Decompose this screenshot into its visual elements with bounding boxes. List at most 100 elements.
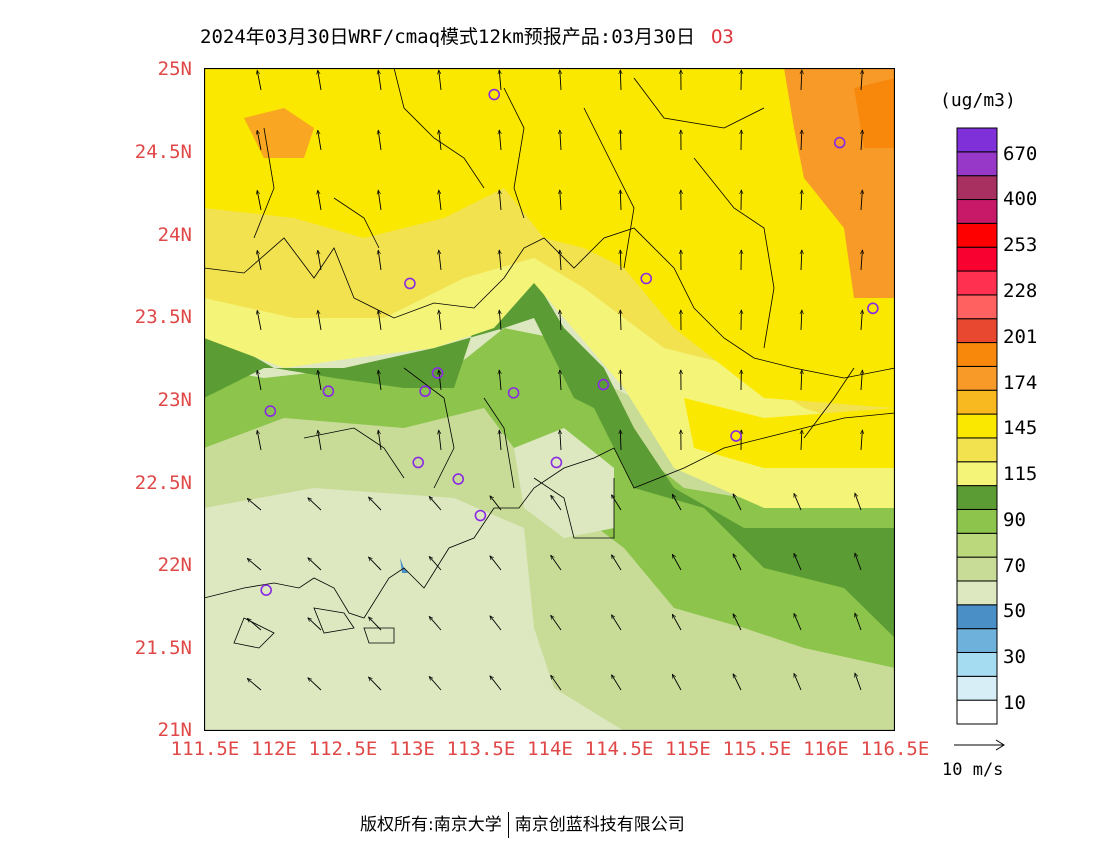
colorbar-label: 400 [1003,188,1038,210]
wind-arrow [247,558,262,571]
band-145-174 [204,68,895,408]
colorbar-swatch [956,342,998,367]
colorbar-label: 10 [1003,692,1026,714]
wind-arrow [378,130,382,151]
wind-arrow [801,370,802,391]
lon-label: 114E [527,738,573,760]
wind-arrow [257,70,262,91]
colorbar-label: 174 [1003,372,1038,394]
lat-label: 23.5N [134,306,192,328]
wind-arrow [611,675,622,691]
wind-arrow [247,678,262,691]
wind-arrow [490,616,502,631]
wind-arrow [308,558,322,571]
lon-label: 113.5E [446,738,516,760]
colorbar-swatch [956,246,998,272]
station-marker [550,456,563,469]
lon-label: 115E [665,738,711,760]
lon-label: 116.5E [860,738,930,760]
station-marker [507,387,520,399]
wind-arrow [801,430,802,451]
colorbar-swatch [956,461,998,487]
lat-label: 21N [157,719,192,741]
wind-arrow [490,556,502,571]
wind-arrow [439,250,442,271]
title-text: 2024年03月30日WRF/cmaq模式12km预报产品:03月30日 [200,26,695,48]
wind-arrow [318,310,322,331]
wind-arrow [439,370,442,391]
station-marker [867,302,879,315]
colorbar-swatch [956,365,998,391]
colorbar-label: 50 [1003,600,1026,622]
lon-label: 111.5E [170,738,240,760]
wind-arrow [318,370,322,391]
wind-arrow [257,310,262,331]
station-marker [488,88,501,101]
station-marker [474,509,487,522]
wind-arrow [560,310,561,331]
colorbar-swatch [956,127,998,153]
wind-arrow [861,430,862,451]
wind-arrow [499,130,501,151]
reference-wind-arrow-icon [954,739,1005,751]
wind-arrow [318,190,322,211]
wind-arrow [490,676,502,691]
colorbar-swatch [956,151,998,177]
wind-arrow [308,498,322,511]
wind-arrow [318,430,322,451]
wind-arrow [671,614,682,631]
colorbar-swatch [956,318,998,344]
colorbar-label: 201 [1003,326,1038,348]
colorbar-label: 145 [1003,417,1038,439]
wind-arrow [368,497,382,511]
colorbar-label: 228 [1003,280,1038,302]
colorbar-swatch [956,508,998,534]
wind-arrow [611,555,622,571]
wind-arrow [732,494,742,511]
wind-arrow [855,613,862,631]
colorbar-swatch [956,485,998,510]
wind-arrow [499,370,501,391]
lon-label: 116E [803,738,849,760]
wind-arrow [318,130,322,151]
lat-label: 21.5N [134,637,192,659]
colorbar-label: 90 [1003,509,1026,531]
colorbar-swatch [956,270,998,296]
colorbar-swatch [956,199,998,224]
wind-arrow [308,618,322,631]
wind-arrow [620,130,621,151]
wind-arrow [429,496,442,511]
wind-arrow [801,190,802,211]
colorbar [956,127,998,725]
wind-arrow [793,613,802,631]
colorbar-swatch [956,294,998,320]
station-marker [597,378,610,391]
lat-label: 24N [157,224,192,246]
wind-arrow [368,677,382,691]
wind-arrow [551,495,562,511]
colorbar-swatch [956,556,998,582]
wind-arrow [861,190,862,211]
wind-vectors [247,70,862,691]
wind-arrow [318,70,322,91]
wind-arrow [499,430,501,451]
band-70-90 [204,348,895,731]
station-marker [833,136,846,149]
wind-arrow [620,310,621,331]
wind-arrow [378,310,382,331]
wind-arrow [671,554,682,571]
colorbar-label: 70 [1003,555,1026,577]
band-145-174-yellow [684,398,895,468]
wind-arrow [247,498,262,511]
pollutant-label: O3 [710,26,734,48]
wind-arrow [378,70,382,91]
colorbar-swatch [956,651,998,677]
wind-arrow [551,555,562,571]
wind-arrow [378,250,382,271]
wind-arrow [801,310,802,331]
wind-arrow [378,190,382,211]
wind-arrow [732,674,742,691]
wind-arrow [257,190,262,211]
station-marker [431,367,444,379]
